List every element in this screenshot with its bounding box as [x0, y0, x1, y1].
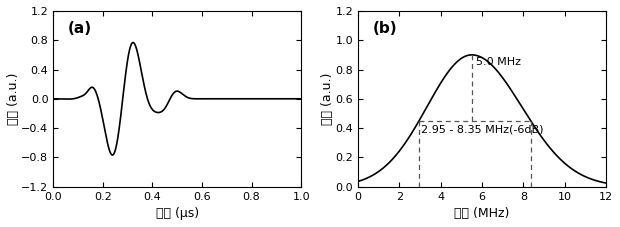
X-axis label: 时间 (μs): 时间 (μs) — [156, 207, 199, 220]
Y-axis label: 幅値 (a.u.): 幅値 (a.u.) — [321, 73, 334, 125]
Text: 2.95 - 8.35 MHz(-6dB): 2.95 - 8.35 MHz(-6dB) — [421, 124, 544, 134]
Text: 5.0 MHz: 5.0 MHz — [476, 57, 521, 67]
Text: (b): (b) — [373, 22, 397, 37]
Text: (a): (a) — [68, 22, 92, 37]
X-axis label: 频率 (MHz): 频率 (MHz) — [454, 207, 510, 220]
Y-axis label: 幅値 (a.u.): 幅値 (a.u.) — [7, 73, 20, 125]
